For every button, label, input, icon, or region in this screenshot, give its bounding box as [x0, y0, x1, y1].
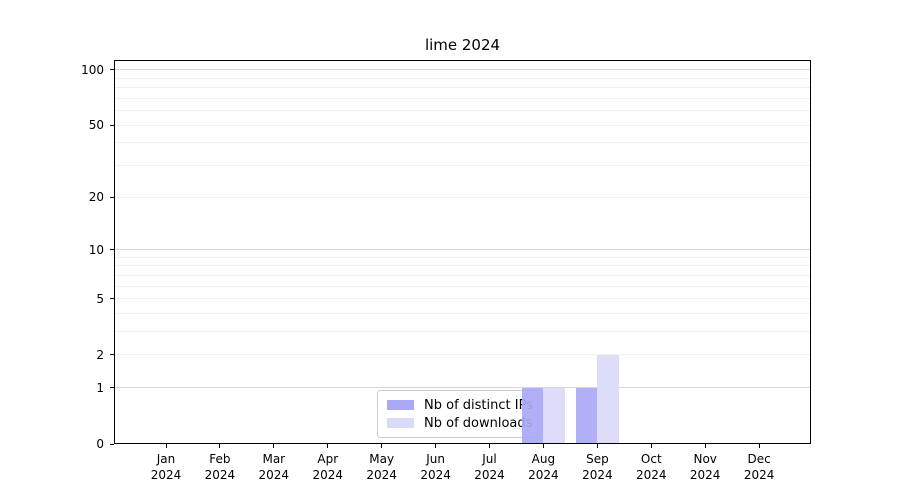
- x-tick-label: Nov 2024: [677, 451, 733, 483]
- x-tick-year: 2024: [636, 468, 667, 482]
- x-tick-label: Sep 2024: [569, 451, 625, 483]
- x-tick-month: Oct: [640, 452, 662, 466]
- x-tick-mark: [327, 444, 329, 448]
- y-gridline-minor: [114, 313, 811, 314]
- y-tick-mark: [110, 196, 114, 198]
- bar-downloads-sep: [597, 354, 619, 444]
- plot-area: 0 1 2 5 10 20 50 100 Jan 2024 Feb 2024 Mar 2024 Apr 202…: [81, 60, 811, 482]
- y-tick-label: 5: [96, 291, 104, 306]
- y-tick-mark: [110, 443, 114, 445]
- x-tick-month: Mar: [262, 452, 286, 466]
- x-tick-year: 2024: [312, 468, 344, 482]
- x-tick-label: Jun 2024: [408, 451, 464, 483]
- x-tick-label: Jan 2024: [138, 451, 194, 483]
- x-tick-mark: [758, 444, 760, 448]
- y-gridline-minor: [114, 142, 811, 144]
- x-tick-year: 2024: [258, 468, 290, 482]
- x-tick-year: 2024: [204, 468, 236, 482]
- x-tick-month: Jan: [156, 452, 176, 466]
- x-tick-month: Jun: [426, 452, 445, 466]
- x-tick-mark: [596, 444, 598, 448]
- y-gridline-minor: [114, 87, 811, 89]
- x-tick-mark: [165, 444, 167, 448]
- legend-item-downloads: Nb of downloads: [387, 414, 533, 432]
- y-gridline-minor: [114, 97, 811, 99]
- x-tick-label: Dec 2024: [731, 451, 787, 483]
- y-tick-mark: [110, 249, 114, 251]
- y-gridline-minor: [114, 285, 811, 287]
- x-tick-year: 2024: [582, 468, 613, 482]
- y-gridline-minor: [114, 124, 811, 126]
- y-tick-mark: [110, 69, 114, 71]
- chart-title: lime 2024: [424, 36, 501, 54]
- y-gridline-minor: [114, 331, 811, 333]
- x-tick-label: May 2024: [354, 451, 410, 483]
- x-tick-month: Dec: [747, 452, 771, 466]
- y-tick-mark: [110, 354, 114, 356]
- y-tick-mark: [110, 124, 114, 126]
- x-tick-label: Mar 2024: [246, 451, 302, 483]
- x-tick-year: 2024: [420, 468, 451, 482]
- x-tick-year: 2024: [743, 468, 775, 482]
- y-tick-label: 100: [81, 62, 104, 77]
- x-tick-month: Aug: [531, 452, 556, 466]
- y-tick-label: 2: [96, 347, 104, 362]
- y-gridline-minor: [114, 298, 811, 300]
- y-tick-mark: [110, 298, 114, 300]
- y-tick-label: 10: [88, 242, 104, 257]
- y-tick-label: 50: [88, 118, 104, 133]
- x-tick-mark: [273, 444, 275, 448]
- y-tick-label: 1: [96, 380, 104, 395]
- legend-swatch-distinct-ips: [387, 400, 414, 410]
- x-tick-mark: [650, 444, 652, 448]
- legend-item-distinct-ips: Nb of distinct IPs: [387, 396, 533, 414]
- y-gridline-major: [114, 249, 811, 251]
- y-tick-label: 20: [88, 190, 104, 205]
- x-tick-month: May: [369, 452, 395, 466]
- x-tick-mark: [704, 444, 706, 448]
- x-tick-month: Sep: [586, 452, 609, 466]
- legend: Nb of distinct IPs Nb of downloads: [377, 390, 543, 438]
- y-gridline-minor: [114, 110, 811, 112]
- x-tick-year: 2024: [689, 468, 721, 482]
- legend-label-distinct-ips: Nb of distinct IPs: [424, 397, 533, 413]
- x-tick-month: Apr: [317, 452, 339, 466]
- y-gridline-minor: [114, 274, 811, 276]
- y-gridline-major: [114, 387, 811, 389]
- y-gridline-minor: [114, 165, 811, 167]
- x-tick-mark: [219, 444, 221, 448]
- y-gridline-minor: [114, 354, 811, 356]
- bar-distinct-ips-aug: [521, 387, 544, 444]
- x-tick-mark: [489, 444, 490, 448]
- x-tick-label: Aug 2024: [515, 451, 571, 483]
- x-tick-year: 2024: [474, 468, 505, 482]
- y-gridline-major: [114, 69, 811, 71]
- y-tick-label: 0: [96, 437, 104, 451]
- legend-swatch-downloads: [387, 418, 414, 428]
- x-tick-label: Jul 2024: [462, 451, 518, 483]
- x-tick-label: Apr 2024: [300, 451, 356, 483]
- x-tick-mark: [381, 444, 383, 448]
- bar-distinct-ips-sep: [575, 387, 598, 444]
- x-tick-month: Jul: [482, 452, 497, 466]
- x-tick-mark: [542, 444, 544, 448]
- y-gridline-minor: [114, 256, 811, 258]
- legend-label-downloads: Nb of downloads: [424, 415, 533, 431]
- y-tick-mark: [110, 387, 114, 389]
- x-tick-month: Feb: [209, 452, 231, 466]
- x-tick-year: 2024: [366, 468, 397, 482]
- bar-downloads-aug: [543, 387, 565, 444]
- x-tick-year: 2024: [150, 468, 182, 482]
- y-gridline-minor: [114, 196, 811, 198]
- x-tick-year: 2024: [528, 468, 559, 482]
- y-gridline-minor: [114, 265, 811, 267]
- x-tick-month: Nov: [693, 452, 717, 466]
- x-tick-label: Oct 2024: [623, 451, 679, 483]
- x-tick-mark: [435, 444, 437, 448]
- y-gridline-minor: [114, 77, 811, 79]
- x-tick-label: Feb 2024: [192, 451, 248, 483]
